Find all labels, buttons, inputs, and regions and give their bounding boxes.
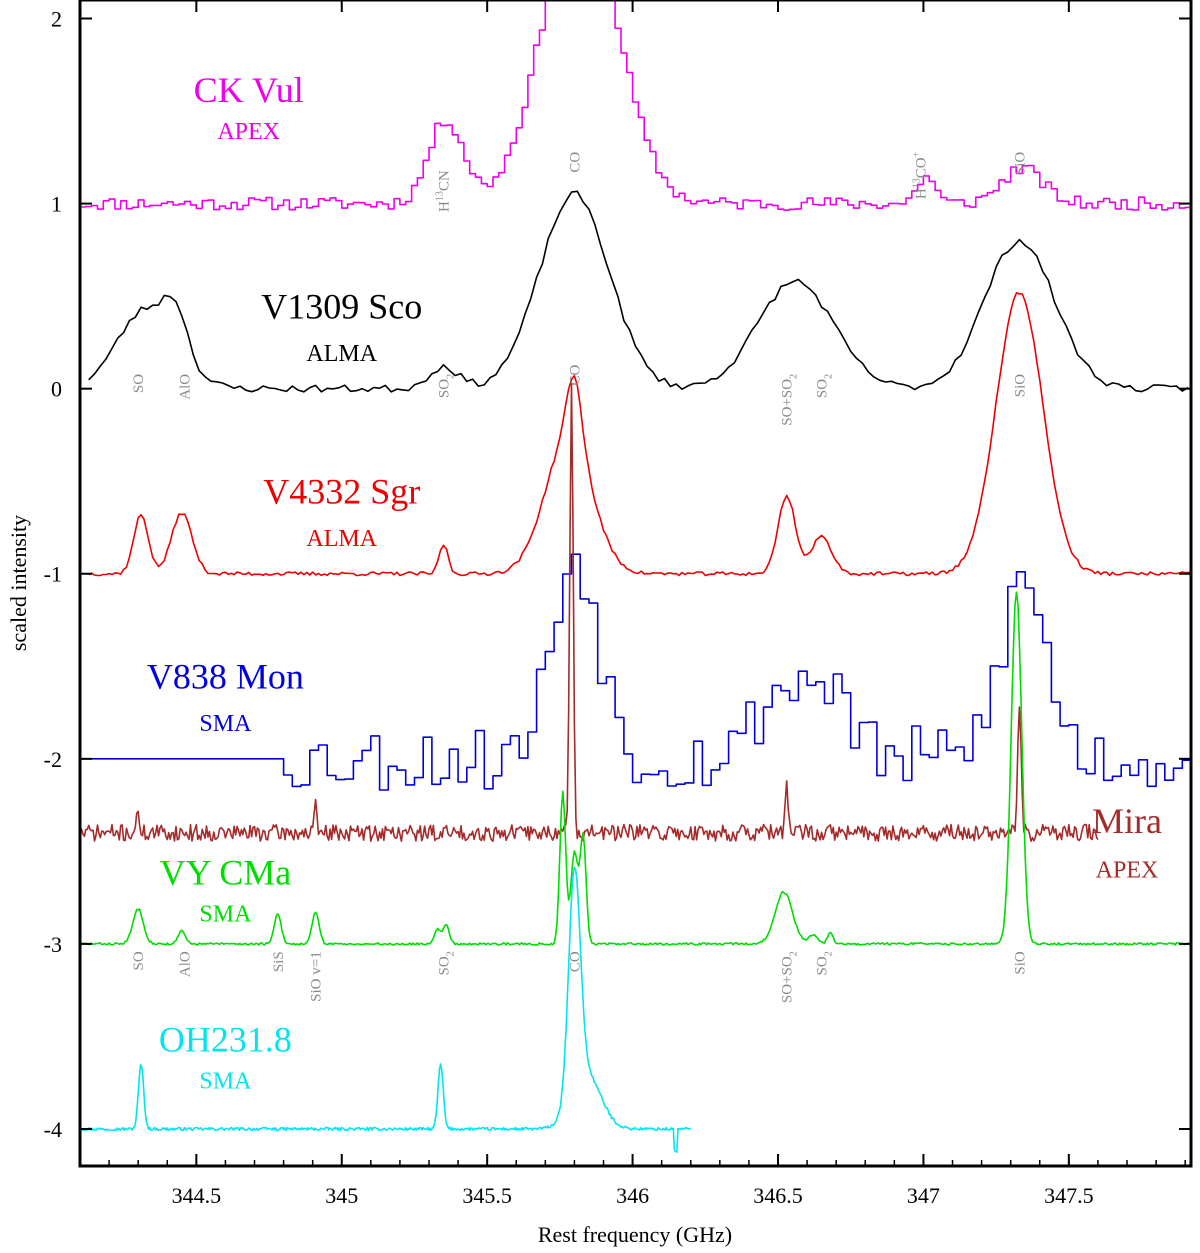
label-mira: Mira: [1092, 801, 1162, 841]
line-label-co: CO: [567, 951, 583, 972]
series-v4332-sgr-trace: [88, 292, 1191, 577]
label-vy-cma-telescope: SMA: [199, 902, 252, 928]
label-v4332-sgr: V4332 Sgr: [263, 471, 420, 511]
label-ck-vul-telescope: APEX: [217, 119, 280, 145]
label-v1309-sco: V1309 Sco: [261, 286, 422, 326]
x-tick-label: 346: [616, 1183, 649, 1208]
series-vy-cma-trace: [80, 591, 1191, 946]
x-tick-label: 347: [907, 1183, 940, 1208]
x-axis-ticks: 344.5 345 345.5 346 346.5 347 347.5: [108, 0, 1186, 1208]
y-tick-label: 2: [51, 7, 62, 32]
line-label-sis: SiS: [271, 951, 287, 972]
line-label-alo: AlO: [178, 374, 194, 400]
line-label-sio: SiO: [1012, 951, 1028, 975]
line-label-so2: SO2: [437, 374, 457, 398]
y-tick-label: -4: [44, 1117, 62, 1142]
label-mira-telescope: APEX: [1096, 857, 1159, 883]
label-v1309-sco-telescope: ALMA: [306, 341, 377, 367]
line-label-so2: SO2: [815, 374, 835, 398]
x-tick-label: 347.5: [1044, 1183, 1094, 1208]
label-v838-mon-telescope: SMA: [199, 711, 252, 737]
y-tick-label: -2: [44, 747, 62, 772]
label-v4332-sgr-telescope: ALMA: [306, 526, 377, 552]
molecular-line-labels: H13CN CO H13CO+ SiO SO AlO SO2 CO SO+SO2 SO2 SiO SO…: [131, 151, 1028, 1003]
series-mira-trace: [80, 381, 1099, 842]
label-v838-mon: V838 Mon: [147, 656, 304, 696]
series-v1309-sco-trace: [88, 190, 1189, 393]
line-label-h13co: H13CO+: [912, 151, 930, 199]
label-oh231-8-telescope: SMA: [199, 1068, 252, 1094]
y-tick-label: 1: [51, 192, 62, 217]
line-label-h13cn: H13CN: [435, 170, 453, 212]
line-label-so2: SO2: [815, 951, 835, 975]
y-tick-label: 0: [51, 377, 62, 402]
line-label-sio-v-1: SiO v=1: [309, 951, 325, 1002]
x-tick-label: 344.5: [172, 1183, 222, 1208]
line-label-co: CO: [567, 152, 583, 173]
line-label-so2: SO2: [437, 951, 457, 975]
line-label-sio: SiO: [1012, 152, 1028, 176]
label-oh231-8: OH231.8: [159, 1019, 292, 1059]
line-label-co: CO: [567, 364, 583, 385]
x-tick-label: 345.5: [462, 1183, 512, 1208]
line-label-sio: SiO: [1012, 374, 1028, 398]
series-ck-vul-trace: [80, 0, 1191, 211]
x-axis-title: Rest frequency (GHz): [538, 1222, 732, 1247]
object-labels: CK Vul APEX V1309 Sco ALMA V4332 Sgr ALMA V838…: [147, 70, 1162, 1094]
x-tick-label: 346.5: [753, 1183, 803, 1208]
series-v838-mon-trace: [80, 553, 1191, 791]
line-label-so: SO: [131, 374, 147, 393]
y-axis-ticks: -4 -3 -2 -1 0 1 2: [44, 7, 1191, 1142]
line-label-so-so2: SO+SO2: [780, 374, 800, 426]
x-tick-label: 345: [325, 1183, 358, 1208]
series-oh231-8-trace: [80, 866, 692, 1154]
y-tick-label: -3: [44, 932, 62, 957]
plot-frame: [78, 0, 1193, 1168]
y-axis-title: scaled intensity: [6, 515, 31, 651]
y-tick-label: -1: [44, 562, 62, 587]
spectra-traces: [80, 0, 1191, 1154]
line-label-alo: AlO: [178, 951, 194, 977]
label-vy-cma: VY CMa: [160, 853, 292, 893]
line-label-so-so2: SO+SO2: [780, 951, 800, 1003]
line-label-so: SO: [131, 951, 147, 970]
label-ck-vul: CK Vul: [194, 70, 304, 110]
